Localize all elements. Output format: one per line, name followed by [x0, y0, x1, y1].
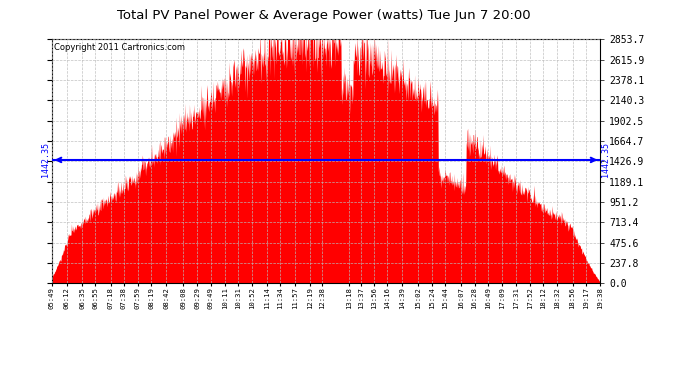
Text: 1442.35: 1442.35: [602, 142, 611, 177]
Text: 1442.35: 1442.35: [41, 142, 50, 177]
Text: Copyright 2011 Cartronics.com: Copyright 2011 Cartronics.com: [55, 43, 186, 52]
Text: Total PV Panel Power & Average Power (watts) Tue Jun 7 20:00: Total PV Panel Power & Average Power (wa…: [117, 9, 531, 22]
